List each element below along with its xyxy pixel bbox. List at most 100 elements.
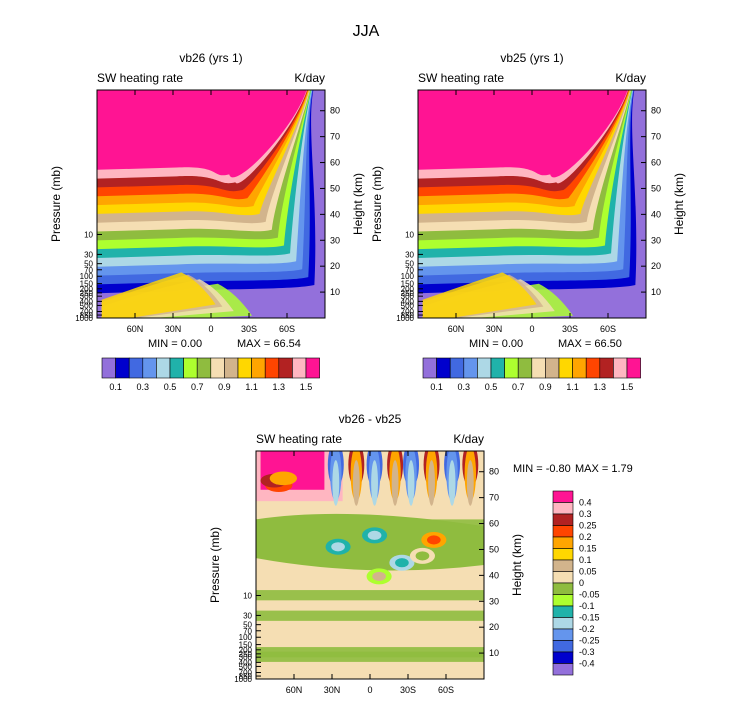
colorbar-swatch: [210, 357, 225, 379]
z-tick-label: 70: [651, 132, 661, 142]
p-tick-label: 1000: [75, 314, 93, 323]
p-tick-label: 700: [239, 669, 253, 678]
colorbar-label: 0.3: [579, 509, 592, 519]
colorbar-swatch: [552, 513, 574, 526]
p-tick-label: 100: [239, 633, 253, 642]
colorbar-label: 0.15: [579, 544, 597, 554]
z-tick-label: 40: [489, 570, 499, 580]
z-tick-label: 20: [651, 261, 661, 271]
colorbar-swatch: [552, 640, 574, 653]
p-tick-label: 400: [80, 297, 94, 306]
y-axis-label-left: Pressure (mb): [208, 527, 222, 603]
colorbar-label: 1.3: [594, 382, 607, 392]
axes: 60N 30N 0 30S 60S103050701001502002503004005…: [234, 451, 499, 695]
y-axis-label-left: Pressure (mb): [49, 166, 63, 242]
y-axis-label-right: Height (km): [351, 173, 365, 235]
z-tick-label: 30: [489, 596, 499, 606]
p-tick-label: 10: [84, 230, 93, 239]
contour-cell-core: [331, 542, 345, 552]
p-tick-label: 300: [401, 292, 415, 301]
colorbar-swatch: [251, 357, 266, 379]
y-axis-label-right: Height (km): [672, 173, 686, 235]
contour-field: [97, 90, 325, 318]
contour-band-troposphere: [422, 272, 537, 318]
colorbar-label: 0.3: [137, 382, 150, 392]
p-tick-label: 400: [401, 297, 415, 306]
z-tick-label: 70: [330, 132, 340, 142]
colorbar-swatch: [552, 559, 574, 572]
z-tick-label: 80: [651, 106, 661, 116]
colorbar-label: 0.9: [218, 382, 231, 392]
colorbar-swatch: [552, 525, 574, 538]
z-tick-label: 10: [489, 648, 499, 658]
contour-cell-core: [415, 551, 430, 561]
p-tick-label: 1000: [396, 314, 414, 323]
panel-vb25: vb25 (yrs 1) SW heating rate K/day 60N 30…: [370, 51, 686, 392]
colorbar-label: 0.9: [539, 382, 552, 392]
colorbar-swatch: [599, 357, 614, 379]
x-tick-label: 60N: [286, 685, 303, 695]
colorbar: 0.40.30.250.20.150.10.050-0.05-0.1-0.15-…: [552, 490, 600, 676]
colorbar-label: -0.3: [579, 647, 595, 657]
colorbar-label: 1.1: [566, 382, 579, 392]
x-tick-label: 0: [367, 685, 372, 695]
max-label: MAX = 66.50: [558, 338, 622, 350]
colorbar-label: 0: [579, 578, 584, 588]
contour-field: [418, 90, 646, 318]
contour-band-stripe: [256, 651, 484, 662]
colorbar: 0.1 0.3 0.5 0.7 0.9 1.1 1.3 1.5: [422, 357, 641, 392]
p-tick-label: 50: [243, 621, 252, 630]
colorbar-swatch: [156, 357, 171, 379]
contour-band: [97, 90, 307, 178]
colorbar-swatch: [196, 357, 212, 379]
contour-tongue: [352, 460, 360, 506]
colorbar-label: 1.5: [300, 382, 313, 392]
colorbar-swatch: [305, 357, 320, 379]
colorbar-swatch: [128, 357, 144, 379]
colorbar-swatch: [264, 357, 280, 379]
x-tick-label: 60S: [600, 324, 616, 334]
x-tick-label: 30N: [324, 685, 341, 695]
colorbar-swatch: [552, 536, 574, 549]
min-label: MIN = -0.80: [513, 463, 571, 475]
colorbar-label: 1.3: [273, 382, 286, 392]
p-tick-label: 1000: [234, 675, 252, 684]
colorbar-swatch: [552, 571, 574, 584]
colorbar-swatch: [237, 357, 252, 379]
z-tick-label: 10: [330, 287, 340, 297]
x-tick-label: 30S: [562, 324, 578, 334]
x-tick-label: 30S: [400, 685, 416, 695]
colorbar-swatch: [101, 357, 116, 379]
colorbar-label: -0.15: [579, 613, 600, 623]
p-tick-label: 850: [401, 311, 415, 320]
contour-band-stripe: [256, 610, 484, 621]
contour-tongue: [407, 460, 415, 506]
p-tick-label: 250: [239, 650, 253, 659]
colorbar-swatch: [552, 617, 574, 630]
p-tick-label: 200: [401, 285, 415, 294]
units-label: K/day: [453, 432, 484, 446]
colorbar-label: 0.7: [191, 382, 204, 392]
p-tick-label: 150: [239, 641, 253, 650]
colorbar-swatch: [552, 605, 574, 618]
colorbar-swatch: [422, 357, 437, 379]
p-tick-label: 70: [405, 266, 414, 275]
colorbar-swatch: [463, 357, 478, 379]
z-tick-label: 30: [651, 235, 661, 245]
colorbar-label: 0.7: [512, 382, 525, 392]
colorbar-swatch: [613, 357, 628, 379]
x-tick-label: 0: [529, 324, 534, 334]
colorbar-swatch: [490, 357, 505, 379]
colorbar-swatch: [552, 628, 574, 641]
colorbar-swatch: [517, 357, 533, 379]
colorbar-swatch: [552, 594, 574, 607]
contour-band-troposphere: [101, 272, 216, 318]
colorbar-swatch: [552, 651, 574, 664]
p-tick-label: 50: [405, 260, 414, 269]
panel-vb26: vb26 (yrs 1) SW heating rate K/day 60N 30…: [49, 51, 365, 392]
z-tick-label: 40: [651, 209, 661, 219]
contour-band: [418, 90, 628, 178]
p-tick-label: 850: [239, 672, 253, 681]
units-label: K/day: [615, 71, 646, 85]
z-tick-label: 40: [330, 209, 340, 219]
